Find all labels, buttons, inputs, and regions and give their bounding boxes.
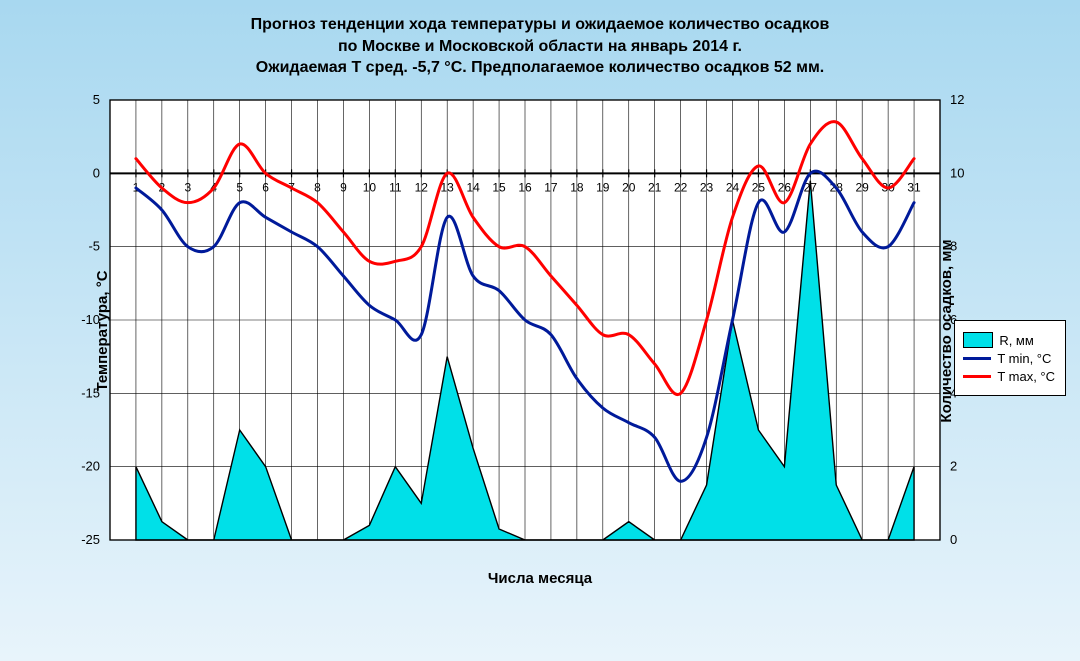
legend-item-tmax: T max, °С (963, 369, 1055, 384)
svg-text:-15: -15 (81, 385, 100, 400)
svg-text:18: 18 (570, 180, 584, 194)
chart-area: -25-20-15-10-505024681012123456789101112… (110, 100, 940, 540)
legend-label-tmax: T max, °С (997, 369, 1055, 384)
svg-text:-5: -5 (88, 239, 100, 254)
svg-text:26: 26 (778, 180, 792, 194)
svg-text:10: 10 (950, 165, 964, 180)
svg-text:5: 5 (93, 92, 100, 107)
svg-text:29: 29 (856, 180, 870, 194)
svg-text:2: 2 (950, 459, 957, 474)
svg-text:0: 0 (950, 532, 957, 547)
svg-text:11: 11 (389, 180, 402, 194)
svg-text:-25: -25 (81, 532, 100, 547)
title-line-1: Прогноз тенденции хода температуры и ожи… (0, 14, 1080, 36)
x-axis-label: Числа месяца (488, 570, 592, 587)
svg-text:15: 15 (492, 180, 506, 194)
legend-swatch-tmax (963, 375, 991, 378)
svg-text:23: 23 (700, 180, 714, 194)
svg-text:0: 0 (93, 165, 100, 180)
svg-text:24: 24 (726, 180, 740, 194)
svg-text:5: 5 (236, 180, 243, 194)
svg-text:12: 12 (950, 92, 964, 107)
svg-text:12: 12 (415, 180, 429, 194)
svg-text:19: 19 (596, 180, 610, 194)
legend-item-precip: R, мм (963, 332, 1055, 348)
svg-text:31: 31 (907, 180, 921, 194)
svg-text:21: 21 (648, 180, 662, 194)
svg-text:9: 9 (340, 180, 347, 194)
legend-swatch-tmin (963, 357, 991, 360)
svg-text:17: 17 (544, 180, 558, 194)
svg-text:8: 8 (950, 239, 957, 254)
svg-text:10: 10 (363, 180, 377, 194)
svg-text:6: 6 (262, 180, 269, 194)
chart-svg: -25-20-15-10-505024681012123456789101112… (110, 100, 940, 540)
svg-text:25: 25 (752, 180, 766, 194)
title-line-2: по Москве и Московской области на январь… (0, 36, 1080, 58)
legend-label-precip: R, мм (999, 333, 1034, 348)
legend-item-tmin: T min, °С (963, 351, 1055, 366)
svg-text:22: 22 (674, 180, 688, 194)
legend: R, мм T min, °С T max, °С (954, 320, 1066, 396)
legend-label-tmin: T min, °С (997, 351, 1051, 366)
svg-text:3: 3 (184, 180, 191, 194)
svg-text:14: 14 (466, 180, 480, 194)
svg-text:-10: -10 (81, 312, 100, 327)
svg-text:8: 8 (314, 180, 321, 194)
y-left-axis-label: Температура, °С (94, 270, 111, 391)
svg-text:16: 16 (518, 180, 532, 194)
svg-text:-20: -20 (81, 459, 100, 474)
title-line-3: Ожидаемая Т сред. -5,7 °С. Предполагаемо… (0, 57, 1080, 79)
svg-text:20: 20 (622, 180, 636, 194)
chart-title: Прогноз тенденции хода температуры и ожи… (0, 14, 1080, 79)
legend-swatch-precip (963, 332, 993, 348)
